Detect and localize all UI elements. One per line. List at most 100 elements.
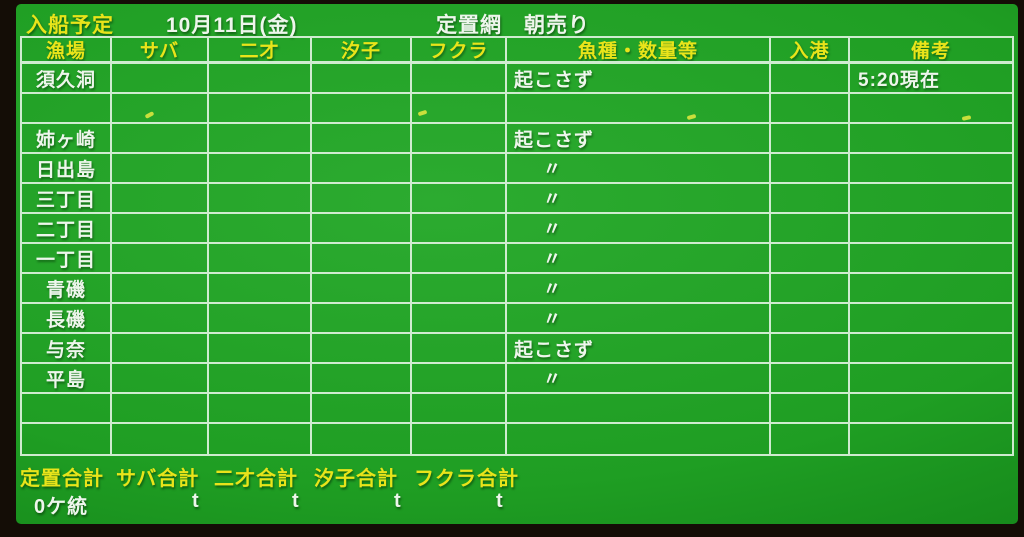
table-cell <box>507 394 771 424</box>
total-value-shioko: t <box>394 490 402 512</box>
table-cell <box>771 214 850 244</box>
table-cell <box>507 424 771 454</box>
table-cell: 〃 <box>507 244 771 274</box>
table-cell <box>112 214 209 244</box>
table-cell <box>209 424 312 454</box>
table-cell <box>112 94 209 124</box>
table-cell <box>112 124 209 154</box>
table-cell <box>312 154 412 184</box>
table-cell <box>771 274 850 304</box>
table-cell <box>412 124 507 154</box>
total-label-saba: サバ合計 <box>116 468 200 490</box>
table-cell <box>412 334 507 364</box>
column-header: 入港 <box>771 38 850 64</box>
table-cell <box>850 394 1012 424</box>
table-cell: 起こさず <box>507 64 771 94</box>
total-value-fukura: t <box>496 490 504 512</box>
table-cell <box>412 154 507 184</box>
table-cell <box>112 64 209 94</box>
table-cell <box>771 244 850 274</box>
table-cell: 〃 <box>507 184 771 214</box>
table-cell <box>112 244 209 274</box>
table-cell <box>112 274 209 304</box>
table-cell <box>850 274 1012 304</box>
total-label-nisai: 二才合計 <box>214 468 298 490</box>
table-cell <box>312 124 412 154</box>
table-cell <box>112 334 209 364</box>
table-cell: 5:20現在 <box>850 64 1012 94</box>
table-cell <box>209 214 312 244</box>
table-cell <box>412 304 507 334</box>
table-cell <box>312 64 412 94</box>
table-cell: 〃 <box>507 214 771 244</box>
column-header: 備考 <box>850 38 1012 64</box>
table-cell <box>412 364 507 394</box>
table-cell <box>771 304 850 334</box>
table-cell: 姉ヶ崎 <box>22 124 112 154</box>
table-cell <box>507 94 771 124</box>
table-cell <box>112 364 209 394</box>
table-cell: 起こさず <box>507 124 771 154</box>
table-cell <box>209 244 312 274</box>
table-cell <box>312 304 412 334</box>
table-cell <box>850 334 1012 364</box>
table-cell <box>412 244 507 274</box>
table-cell <box>412 64 507 94</box>
table-cell: 平島 <box>22 364 112 394</box>
table-cell <box>412 94 507 124</box>
column-header: 漁場 <box>22 38 112 64</box>
table-cell <box>312 244 412 274</box>
table-cell: 〃 <box>507 154 771 184</box>
total-label-teichi: 定置合計 <box>20 468 104 490</box>
table-cell: 与奈 <box>22 334 112 364</box>
table-cell <box>312 364 412 394</box>
table-cell <box>312 214 412 244</box>
table-cell <box>771 184 850 214</box>
total-value-teichi: 0ケ統 <box>34 496 89 518</box>
table-cell <box>850 184 1012 214</box>
table-cell <box>209 274 312 304</box>
table-cell: 起こさず <box>507 334 771 364</box>
schedule-table: 漁場 サバ 二才 汐子 フクラ 魚種・数量等 入港 備考 須久洞 起こさず 5:20現在 姉ヶ崎 起こさ… <box>20 36 1014 456</box>
table-cell: 〃 <box>507 364 771 394</box>
column-header: フクラ <box>412 38 507 64</box>
table-cell <box>209 364 312 394</box>
table-cell <box>412 184 507 214</box>
table-cell <box>209 304 312 334</box>
table-cell <box>850 94 1012 124</box>
total-label-fukura: フクラ合計 <box>414 468 519 490</box>
column-header: 二才 <box>209 38 312 64</box>
display-board: 入船予定 10月11日(金) 定置網 朝売り 漁場 サバ 二才 汐子 フクラ 魚種・数量等… <box>16 4 1018 524</box>
table-cell <box>850 424 1012 454</box>
table-cell <box>22 94 112 124</box>
table-cell <box>209 64 312 94</box>
table-cell <box>209 184 312 214</box>
table-cell <box>22 424 112 454</box>
total-value-saba: t <box>192 490 200 512</box>
table-cell <box>112 154 209 184</box>
table-cell <box>850 154 1012 184</box>
table-cell <box>312 334 412 364</box>
table-cell: 三丁目 <box>22 184 112 214</box>
table-cell: 青磯 <box>22 274 112 304</box>
table-cell <box>850 364 1012 394</box>
table-cell <box>112 304 209 334</box>
table-cell <box>312 184 412 214</box>
table-cell <box>771 94 850 124</box>
table-cell <box>209 124 312 154</box>
table-cell <box>312 424 412 454</box>
table-cell <box>112 184 209 214</box>
table-cell: 日出島 <box>22 154 112 184</box>
table-cell: 一丁目 <box>22 244 112 274</box>
table-cell <box>850 124 1012 154</box>
table-cell: 長磯 <box>22 304 112 334</box>
table-cell: 〃 <box>507 274 771 304</box>
table-cell <box>209 334 312 364</box>
column-header: サバ <box>112 38 209 64</box>
table-cell <box>771 154 850 184</box>
table-cell <box>112 394 209 424</box>
table-cell <box>209 394 312 424</box>
table-cell: 二丁目 <box>22 214 112 244</box>
total-value-nisai: t <box>292 490 300 512</box>
sale-type-label: 定置網 朝売り <box>436 14 590 37</box>
